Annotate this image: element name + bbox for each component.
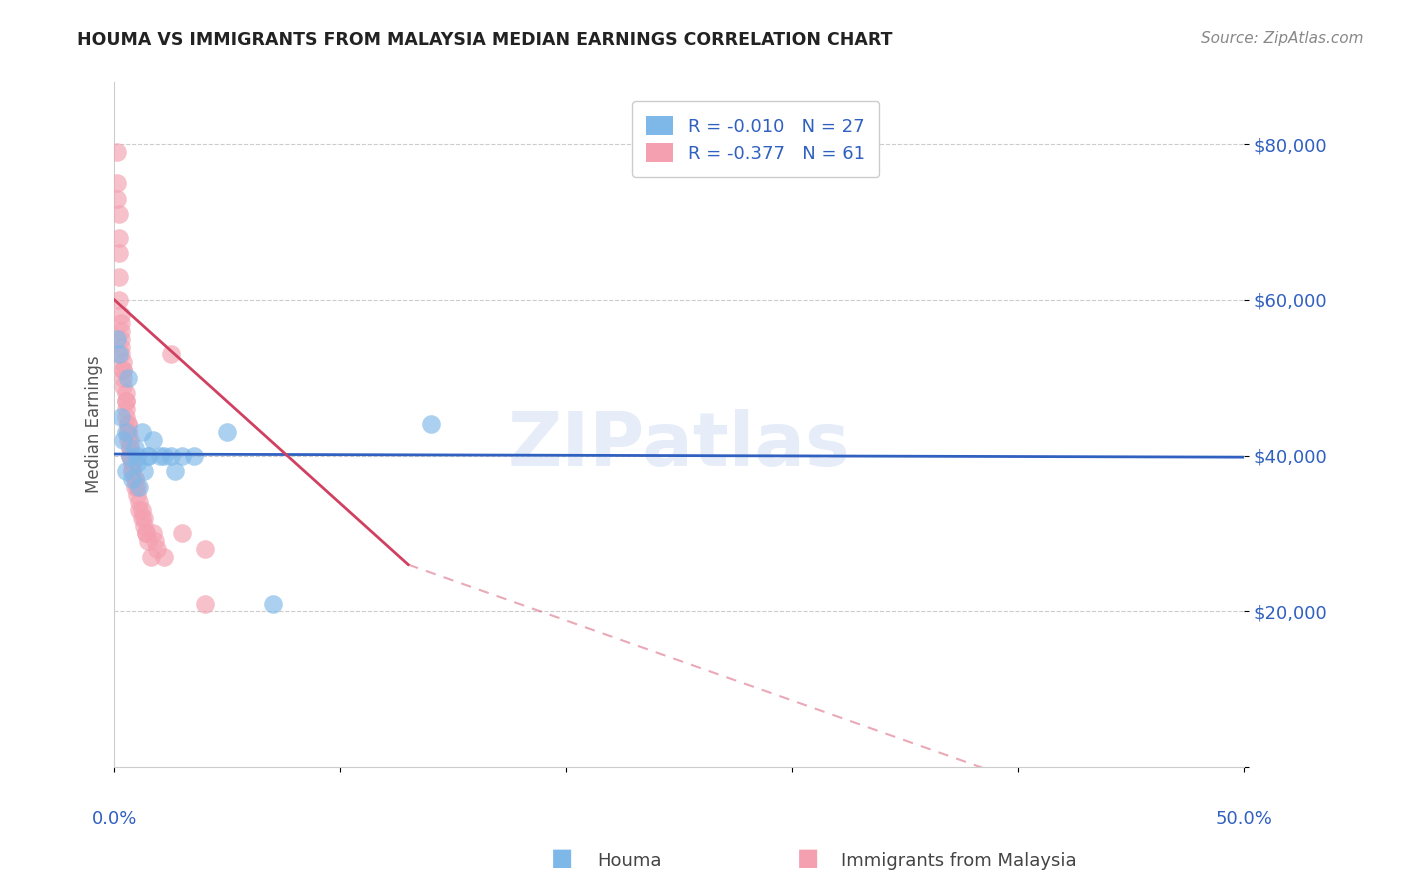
Point (183, 449, 205, 463)
Point (105, 332, 128, 346)
Point (117, 417, 139, 432)
Point (112, 433, 135, 447)
Point (117, 425, 139, 440)
Point (131, 503, 153, 517)
Point (132, 464, 155, 478)
Point (142, 526, 165, 541)
Point (120, 449, 142, 463)
Point (125, 480, 148, 494)
Point (121, 472, 143, 486)
Point (262, 597, 284, 611)
Point (135, 526, 157, 541)
Point (419, 417, 441, 432)
Point (149, 449, 172, 463)
Point (110, 316, 132, 330)
Point (112, 378, 135, 392)
Point (110, 309, 132, 323)
Point (125, 456, 148, 470)
Point (110, 332, 132, 346)
Point (121, 464, 143, 478)
Point (132, 511, 155, 525)
Point (120, 441, 142, 455)
Point (114, 386, 136, 401)
Point (110, 347, 132, 361)
Point (114, 464, 136, 478)
Point (120, 449, 142, 463)
Point (120, 441, 142, 455)
Point (172, 526, 194, 541)
Point (120, 433, 142, 447)
Point (112, 363, 135, 377)
Point (124, 472, 146, 486)
Point (128, 480, 150, 494)
Point (142, 433, 165, 447)
Text: Houma: Houma (598, 852, 662, 870)
Point (117, 425, 139, 440)
Point (112, 370, 135, 384)
Point (108, 230, 131, 244)
Point (135, 526, 157, 541)
Point (160, 449, 183, 463)
Point (131, 511, 153, 525)
Text: ■: ■ (551, 846, 574, 870)
Point (114, 409, 136, 424)
Text: Source: ZipAtlas.com: Source: ZipAtlas.com (1201, 31, 1364, 46)
Legend: R = -0.010   N = 27, R = -0.377   N = 61: R = -0.010 N = 27, R = -0.377 N = 61 (631, 101, 879, 178)
Point (120, 449, 142, 463)
Point (108, 293, 131, 307)
Point (108, 246, 131, 260)
Point (121, 456, 143, 470)
Point (112, 363, 135, 377)
Point (110, 409, 132, 424)
Point (153, 449, 176, 463)
Point (110, 340, 132, 354)
Point (146, 541, 169, 556)
Point (110, 324, 132, 338)
Point (105, 192, 128, 206)
Point (160, 347, 183, 361)
Y-axis label: Median Earnings: Median Earnings (86, 356, 103, 493)
Point (136, 534, 159, 549)
Point (131, 425, 153, 440)
Text: 50.0%: 50.0% (1216, 810, 1272, 828)
Point (124, 441, 146, 455)
Point (121, 464, 143, 478)
Point (172, 449, 194, 463)
Point (124, 472, 146, 486)
Point (139, 549, 162, 564)
Point (125, 487, 148, 501)
Point (117, 417, 139, 432)
Text: 0.0%: 0.0% (91, 810, 138, 828)
Point (143, 534, 166, 549)
Point (114, 394, 136, 409)
Point (121, 456, 143, 470)
Point (128, 503, 150, 517)
Point (114, 394, 136, 409)
Point (136, 449, 159, 463)
Point (117, 433, 139, 447)
Point (217, 425, 239, 440)
Point (108, 207, 131, 221)
Point (114, 401, 136, 416)
Text: ■: ■ (797, 846, 820, 870)
Point (117, 370, 139, 384)
Point (124, 480, 146, 494)
Point (136, 449, 159, 463)
Point (165, 464, 187, 478)
Text: Immigrants from Malaysia: Immigrants from Malaysia (841, 852, 1077, 870)
Point (105, 145, 128, 159)
Point (105, 176, 128, 190)
Point (132, 518, 155, 533)
Text: HOUMA VS IMMIGRANTS FROM MALAYSIA MEDIAN EARNINGS CORRELATION CHART: HOUMA VS IMMIGRANTS FROM MALAYSIA MEDIAN… (77, 31, 893, 49)
Point (153, 549, 176, 564)
Point (114, 425, 136, 440)
Point (108, 269, 131, 284)
Point (128, 495, 150, 509)
Point (194, 541, 217, 556)
Point (112, 355, 135, 369)
Point (108, 347, 131, 361)
Text: ZIPatlas: ZIPatlas (508, 409, 851, 482)
Point (125, 449, 148, 463)
Point (194, 597, 217, 611)
